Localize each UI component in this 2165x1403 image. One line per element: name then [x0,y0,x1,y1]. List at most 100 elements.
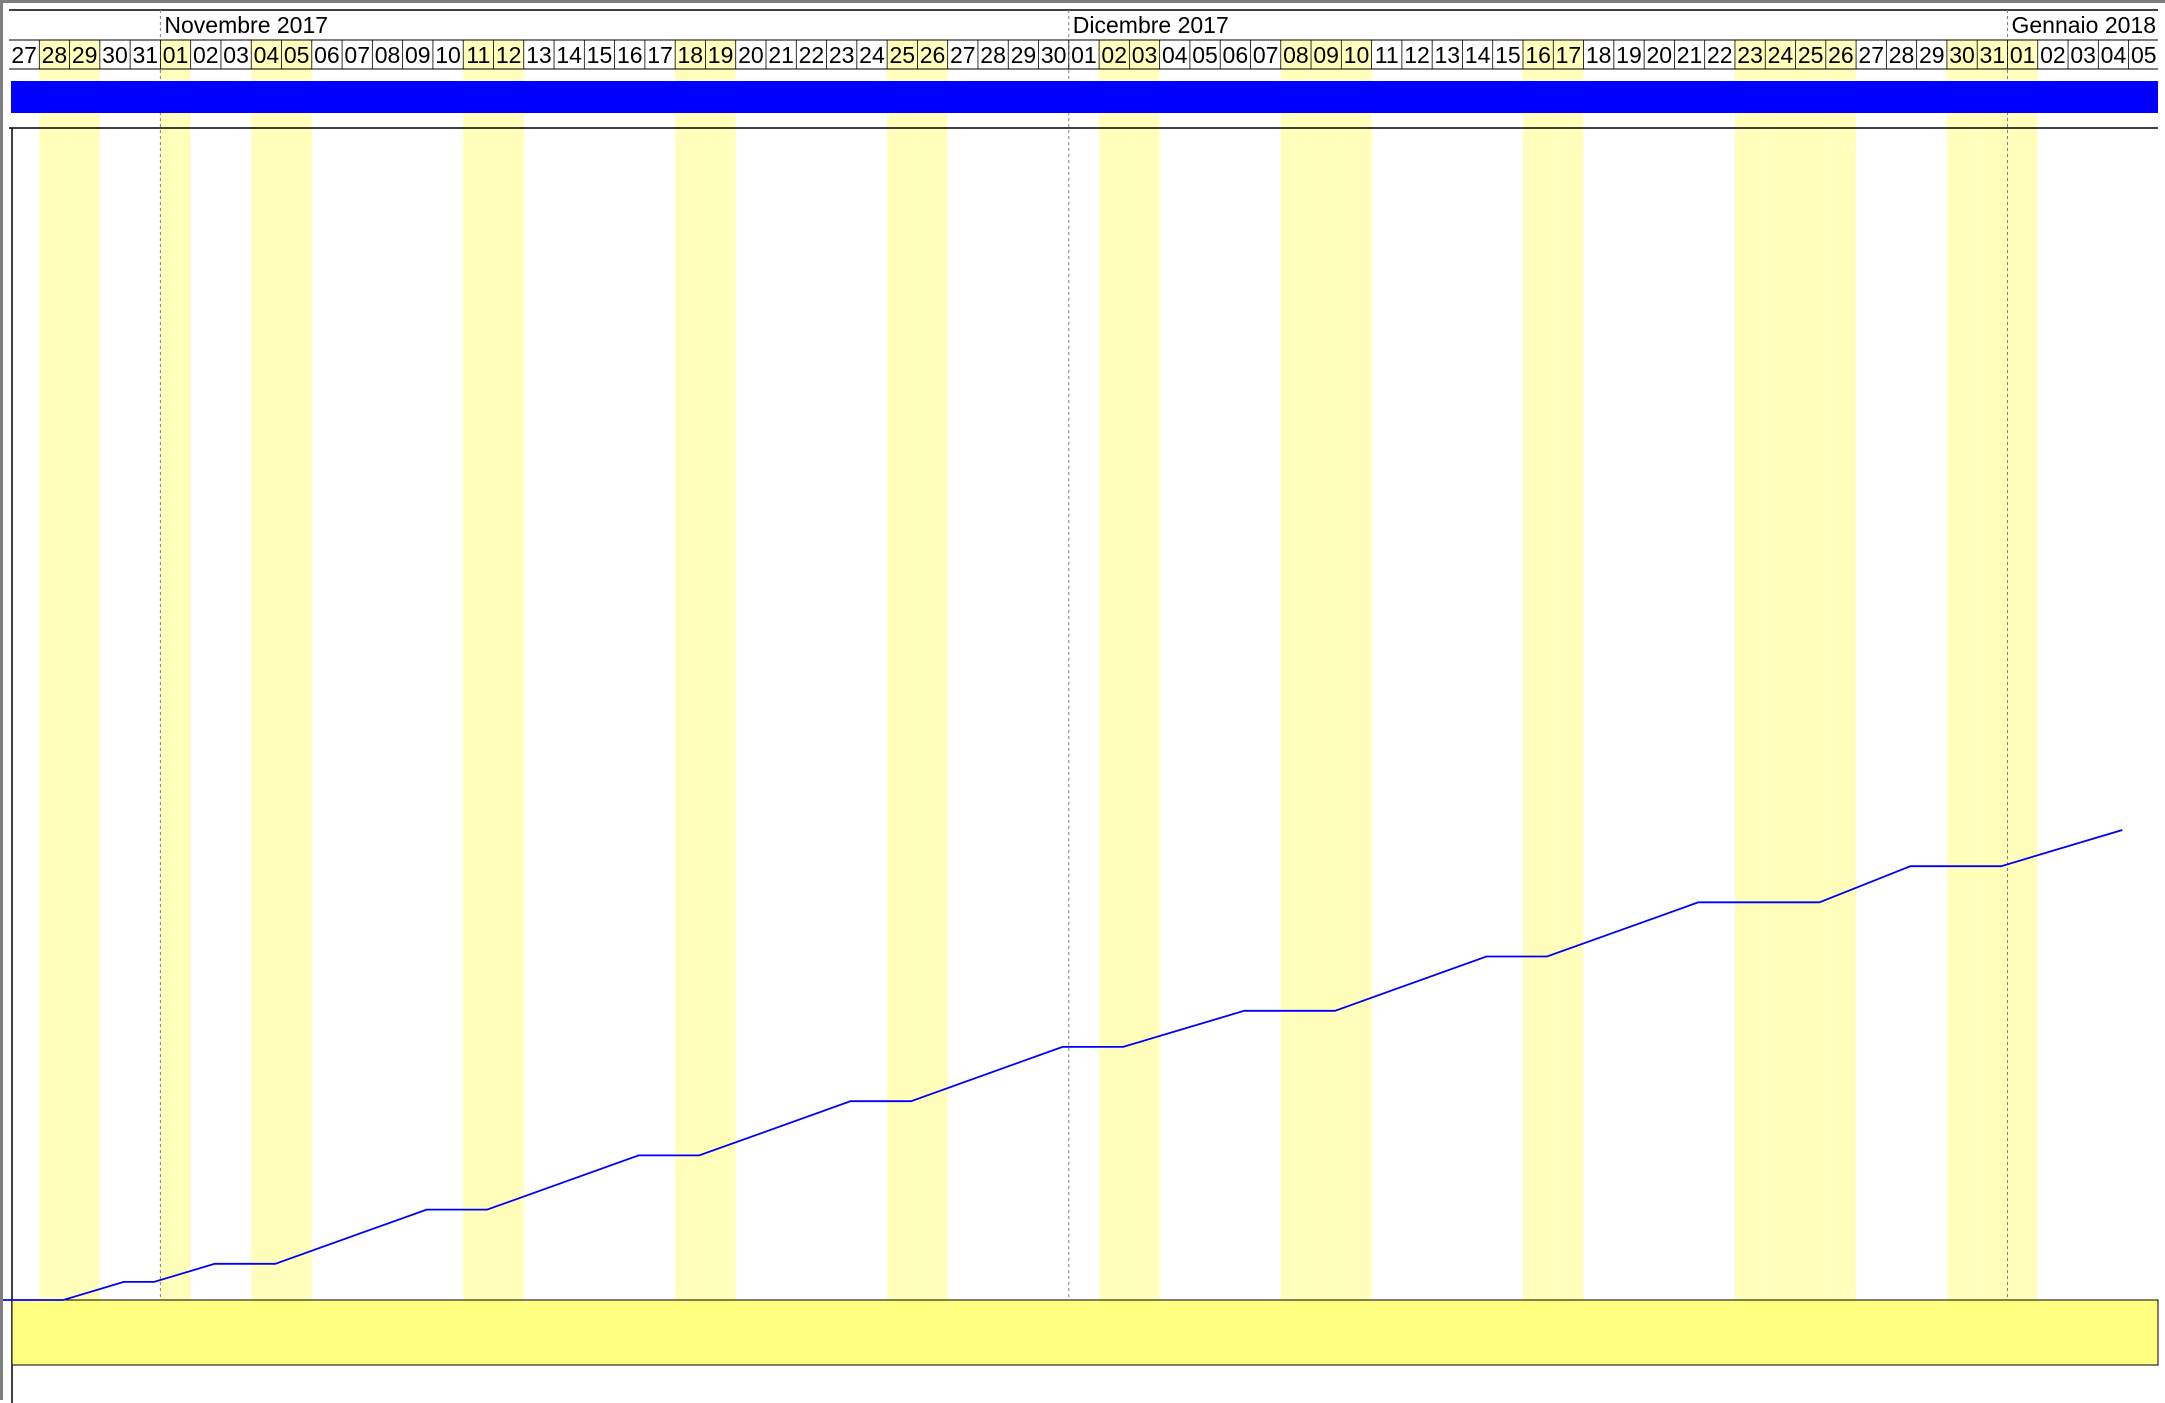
non-working-day-column [887,40,918,1300]
month-label: Dicembre 2017 [1073,12,1229,38]
day-label: 05 [2131,42,2157,68]
day-label: 02 [1101,42,1127,68]
day-label: 27 [1858,42,1884,68]
non-working-day-column [493,40,524,1300]
day-label: 03 [2070,42,2096,68]
bottom-band [11,1299,2159,1366]
day-label: 02 [193,42,219,68]
day-label: 31 [132,42,158,68]
day-label: 09 [405,42,431,68]
day-label: 05 [284,42,310,68]
day-label: 30 [1041,42,1067,68]
day-label: 14 [556,42,582,68]
day-label: 06 [1223,42,1249,68]
day-label: 21 [768,42,794,68]
non-working-day-column [1765,40,1796,1300]
month-label: Novembre 2017 [164,12,328,38]
day-label: 29 [1919,42,1945,68]
day-label: 10 [435,42,461,68]
day-label: 17 [647,42,673,68]
non-working-day-column [281,40,312,1300]
day-label: 23 [829,42,855,68]
non-working-day-column [1553,40,1584,1300]
day-label: 02 [2040,42,2066,68]
non-working-day-column [1795,40,1826,1300]
non-working-day-column [1099,40,1130,1300]
day-label: 11 [466,42,490,68]
day-label: 08 [1283,42,1309,68]
day-label: 29 [1011,42,1037,68]
day-label: 01 [2010,42,2036,68]
day-label: 04 [2101,42,2127,68]
day-label: 26 [920,42,946,68]
day-label: 12 [496,42,522,68]
day-label: 14 [1465,42,1491,68]
day-label: 23 [1737,42,1763,68]
day-label: 28 [980,42,1006,68]
day-label: 25 [889,42,915,68]
day-label: 13 [1435,42,1461,68]
day-label: 03 [1132,42,1158,68]
day-label: 20 [1646,42,1672,68]
day-label: 16 [1525,42,1551,68]
day-label: 20 [738,42,764,68]
non-working-day-column [1341,40,1372,1300]
day-label: 13 [526,42,552,68]
day-label: 01 [163,42,189,68]
day-label: 28 [1889,42,1915,68]
non-working-day-column [917,40,948,1300]
non-working-day-column [2007,40,2038,1300]
day-label: 30 [102,42,128,68]
day-label: 16 [617,42,643,68]
non-working-day-column [1946,40,1978,1300]
day-label: 24 [1768,42,1794,68]
day-label: 08 [375,42,401,68]
day-label: 12 [1404,42,1430,68]
task-bar [11,81,2158,113]
day-label: 04 [1162,42,1188,68]
day-label: 11 [1375,42,1399,68]
day-label: 24 [859,42,885,68]
non-working-day-column [1825,40,1857,1300]
non-working-day-column [69,40,100,1300]
day-label: 21 [1677,42,1703,68]
day-label: 19 [708,42,734,68]
day-label: 27 [950,42,976,68]
day-label: 18 [678,42,704,68]
day-label: 22 [799,42,825,68]
day-label: 07 [1253,42,1279,68]
non-working-day-column [39,40,70,1300]
day-label: 22 [1707,42,1733,68]
non-working-day-column [1523,40,1554,1300]
non-working-day-column [1129,40,1160,1300]
day-label: 04 [254,42,280,68]
non-working-day-column [1280,40,1312,1300]
day-label: 25 [1798,42,1824,68]
day-label: 26 [1828,42,1854,68]
day-label: 09 [1313,42,1339,68]
day-label: 10 [1344,42,1370,68]
day-label: 03 [223,42,249,68]
day-label: 27 [11,42,37,68]
non-working-day-column [1977,40,2008,1300]
gantt-canvas: Novembre 2017 Dicembre 2017 Gennaio 2018 27… [3,9,2159,1403]
month-label: Gennaio 2018 [2011,12,2156,38]
day-label: 06 [314,42,340,68]
non-working-day-column [463,40,494,1300]
day-label: 15 [1495,42,1521,68]
non-working-day-column [1734,40,1766,1300]
day-label: 05 [1192,42,1218,68]
non-working-day-column [675,40,706,1300]
non-working-day-column [160,40,191,1300]
day-label: 01 [1071,42,1097,68]
day-label: 30 [1949,42,1975,68]
day-label: 18 [1586,42,1612,68]
day-label: 15 [587,42,613,68]
day-label: 31 [1980,42,2006,68]
non-working-day-column [251,40,282,1300]
day-label: 07 [344,42,370,68]
progress-line [3,829,2123,1301]
non-working-day-column [1311,40,1342,1300]
day-label: 17 [1556,42,1582,68]
